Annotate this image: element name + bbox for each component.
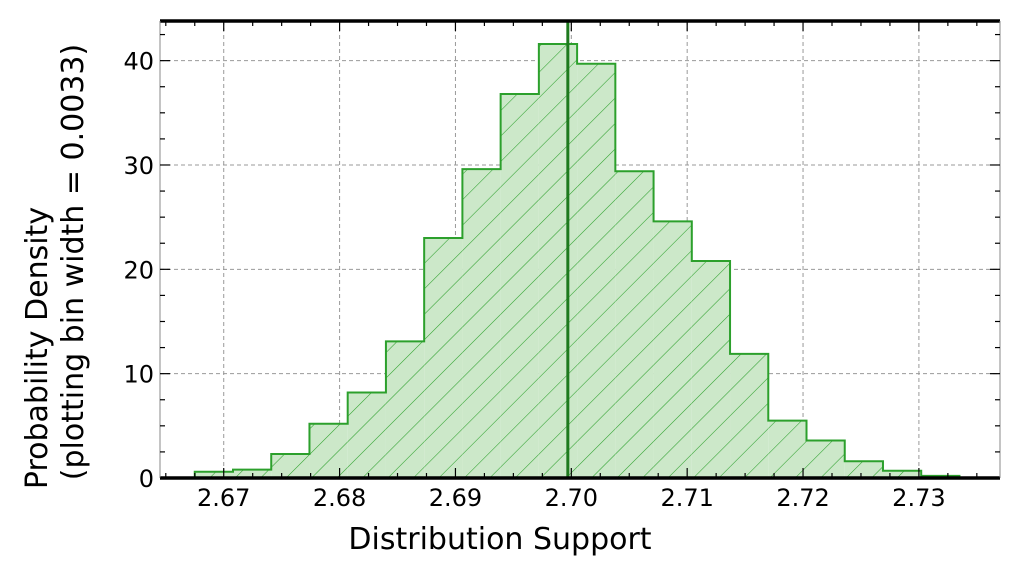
- histogram-bar: [806, 440, 845, 478]
- y-tick-label-4: 40: [123, 48, 154, 76]
- histogram-bar: [844, 461, 883, 478]
- axes: [159, 19, 1001, 480]
- histogram-bar: [500, 94, 539, 478]
- y-tick-label-1: 10: [123, 361, 154, 389]
- histogram-bar: [730, 353, 769, 478]
- histogram-bar: [309, 423, 348, 478]
- histogram-bar: [653, 221, 692, 478]
- histogram-bar: [577, 63, 616, 479]
- x-tick-label-6: 2.73: [892, 484, 945, 512]
- tick-labels: 2.67 2.68 2.69 2.70 2.71 2.72 2.73 0 10 20 30 40: [123, 48, 945, 512]
- y-axis-title-line2-text: (plotting bin width = 0.0033): [56, 44, 91, 480]
- x-tick-label-0: 2.67: [197, 484, 250, 512]
- y-axis-title-line2: (plotting bin width = 0.0033): [56, 44, 91, 480]
- x-tick-label-5: 2.72: [776, 484, 829, 512]
- histogram-bar: [271, 454, 310, 478]
- histogram-bar: [385, 341, 425, 478]
- x-tick-label-4: 2.71: [660, 484, 713, 512]
- histogram-bar: [347, 392, 386, 478]
- x-tick-label-1: 2.68: [313, 484, 366, 512]
- histogram-bar: [882, 470, 922, 478]
- ticks: [160, 21, 1000, 479]
- y-tick-label-3: 30: [123, 152, 154, 180]
- x-tick-label-2: 2.69: [429, 484, 482, 512]
- histogram-bar: [615, 171, 654, 478]
- x-tick-label-3: 2.70: [545, 484, 598, 512]
- y-axis-title: Probability Density: [20, 207, 55, 489]
- y-tick-label-2: 20: [123, 256, 154, 284]
- histogram-bar: [424, 238, 463, 478]
- histogram-bar: [462, 169, 501, 478]
- histogram-bar: [691, 260, 731, 478]
- histogram-bar: [768, 420, 807, 478]
- y-tick-label-0: 0: [139, 465, 154, 493]
- histogram-bar: [194, 471, 233, 478]
- histogram-outline: [193, 42, 961, 478]
- histogram-bars: [193, 42, 961, 479]
- y-axis-title-line1: Probability Density: [20, 207, 55, 489]
- x-axis-title: Distribution Support: [348, 522, 651, 557]
- histogram-bar: [538, 43, 578, 478]
